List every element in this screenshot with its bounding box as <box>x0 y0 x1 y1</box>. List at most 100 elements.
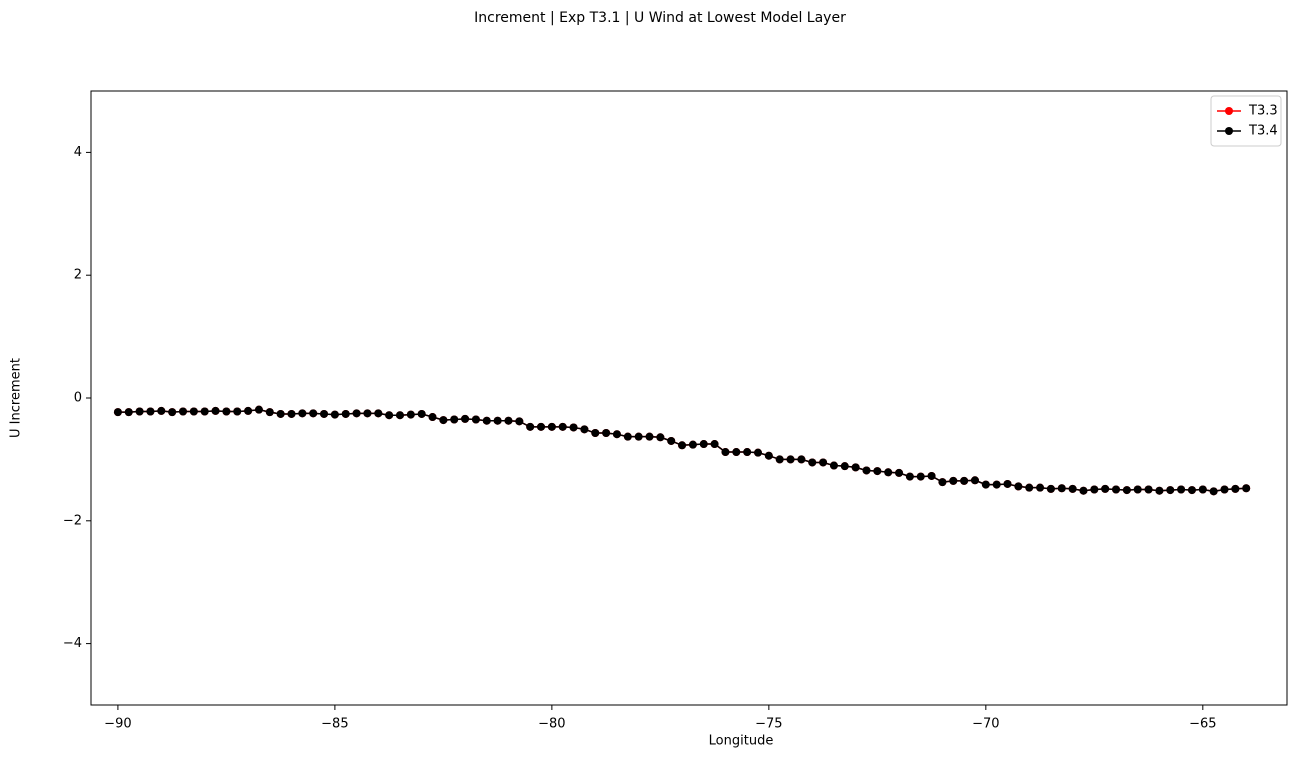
point <box>558 422 567 431</box>
point <box>949 476 958 485</box>
y-axis-label: U Increment <box>9 358 24 438</box>
point <box>1112 485 1121 494</box>
point <box>754 448 762 457</box>
point <box>135 407 144 416</box>
point <box>905 472 914 481</box>
legend-marker <box>1225 107 1233 115</box>
point <box>363 409 372 418</box>
point <box>461 414 470 423</box>
point <box>1209 487 1218 496</box>
point <box>1036 483 1045 492</box>
point <box>1025 483 1034 492</box>
point <box>743 448 752 457</box>
point <box>1057 484 1066 493</box>
point <box>1155 486 1164 495</box>
point <box>157 406 166 415</box>
point <box>786 455 795 464</box>
point <box>189 407 198 416</box>
point <box>873 467 882 476</box>
legend-marker <box>1225 127 1233 135</box>
point <box>602 428 611 437</box>
point <box>244 406 253 415</box>
point <box>1220 485 1229 494</box>
point <box>211 406 220 415</box>
point <box>1046 484 1055 493</box>
point <box>374 409 383 418</box>
point <box>298 409 307 418</box>
legend-label: T3.3 <box>1248 104 1278 119</box>
point <box>124 408 133 417</box>
point <box>634 432 643 441</box>
point <box>678 441 687 450</box>
point <box>320 409 329 418</box>
point <box>569 423 578 432</box>
point <box>1090 485 1099 494</box>
point <box>721 448 730 457</box>
point <box>656 433 665 442</box>
point <box>938 478 947 487</box>
point <box>330 410 339 419</box>
point <box>1198 485 1207 494</box>
point <box>233 407 242 416</box>
point <box>591 428 600 437</box>
point <box>797 455 806 464</box>
point <box>1122 486 1131 495</box>
point <box>580 425 589 434</box>
y-tick-label: 2 <box>74 268 82 283</box>
point <box>341 409 350 418</box>
point <box>884 468 893 477</box>
point <box>482 416 491 425</box>
point <box>623 432 632 441</box>
point <box>819 458 828 467</box>
point <box>764 451 773 460</box>
point <box>428 413 437 422</box>
point <box>667 436 676 445</box>
point <box>1079 486 1088 495</box>
y-tick-label: −4 <box>63 636 82 651</box>
point <box>970 476 979 485</box>
point <box>840 462 849 471</box>
point <box>1166 486 1175 495</box>
point <box>385 411 394 420</box>
point <box>450 415 459 424</box>
point <box>200 407 209 416</box>
point <box>439 416 448 425</box>
legend: T3.3 T3.4 <box>1210 95 1282 147</box>
point <box>688 440 697 449</box>
x-tick-label: −80 <box>538 717 565 732</box>
point <box>732 448 741 457</box>
point <box>222 407 231 416</box>
point <box>916 472 925 481</box>
point <box>504 416 513 425</box>
point <box>1231 484 1240 493</box>
point <box>960 476 969 485</box>
point <box>1068 484 1077 493</box>
point <box>168 408 177 417</box>
point <box>645 432 654 441</box>
point <box>493 416 502 425</box>
point <box>1177 485 1186 494</box>
point <box>352 409 361 418</box>
x-tick-label: −90 <box>104 717 131 732</box>
point <box>287 409 296 418</box>
point <box>537 422 546 431</box>
point <box>265 408 274 417</box>
point <box>1144 485 1153 494</box>
y-tick-label: 4 <box>74 145 82 160</box>
point <box>895 468 904 477</box>
point <box>927 471 936 480</box>
axes-frame <box>90 90 1288 706</box>
point <box>808 458 817 467</box>
series <box>113 405 1251 496</box>
point <box>471 415 480 424</box>
point <box>254 405 263 414</box>
y-tick-label: 0 <box>74 391 82 406</box>
point <box>417 409 426 418</box>
x-axis-label: Longitude <box>709 734 774 749</box>
x-tick-label: −70 <box>972 717 999 732</box>
x-tick-label: −75 <box>755 717 782 732</box>
point <box>775 455 784 464</box>
point <box>992 480 1001 489</box>
